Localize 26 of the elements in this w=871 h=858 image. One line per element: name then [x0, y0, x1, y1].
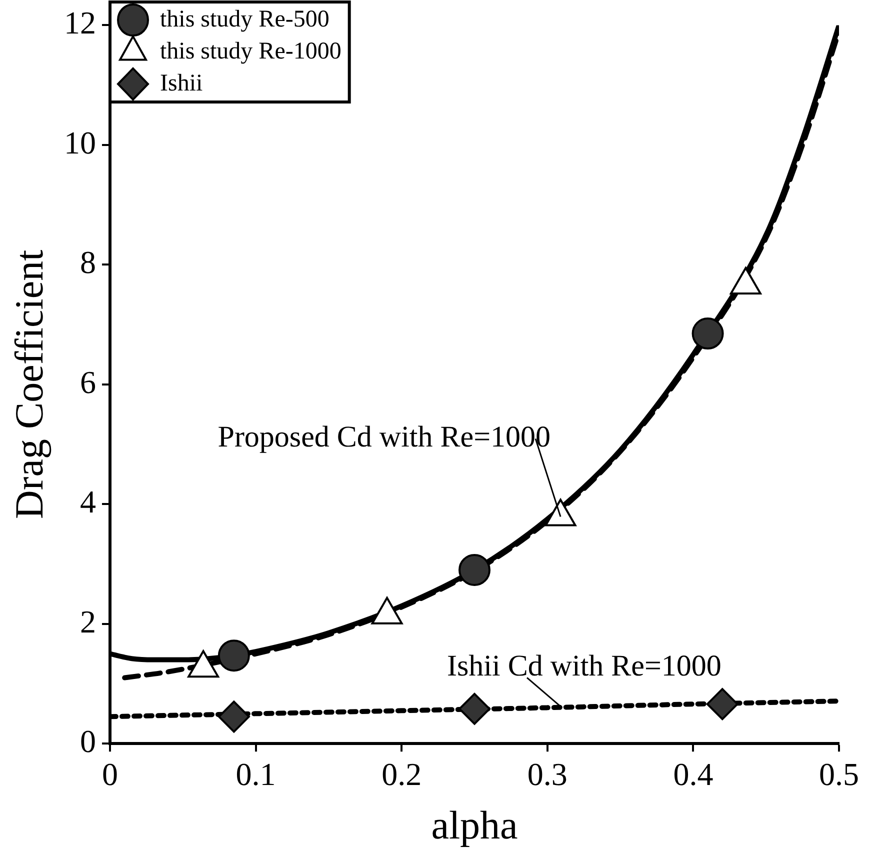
- y-tick-label: 8: [80, 244, 96, 280]
- point: [706, 688, 738, 720]
- point: [218, 700, 250, 733]
- x-tick-label: 0.2: [382, 756, 422, 792]
- point: [458, 692, 490, 725]
- y-axis-title: Drag Coefficient: [6, 250, 52, 519]
- annotation: Proposed Cd with Re=1000: [218, 420, 551, 454]
- x-tick-label: 0.1: [236, 756, 276, 792]
- point: [458, 554, 490, 586]
- x-axis-title: alpha: [431, 802, 518, 848]
- y-tick-label: 0: [80, 723, 96, 760]
- x-tick-label: 0.5: [819, 756, 859, 792]
- y-tick-label: 6: [80, 364, 96, 400]
- legend-label: Ishii: [160, 70, 203, 96]
- x-tick-label: 0: [102, 756, 118, 792]
- x-tick-label: 0.3: [527, 756, 568, 792]
- annotation: Ishii Cd with Re=1000: [446, 650, 722, 683]
- y-tick-label: 4: [80, 484, 96, 520]
- legend-label: this study Re-500: [160, 6, 330, 32]
- legend-label: this study Re-1000: [160, 38, 342, 64]
- point: [730, 267, 762, 295]
- y-tick-label: 2: [80, 603, 96, 640]
- x-tick-label: 0.4: [673, 756, 714, 792]
- y-tick-label: 10: [64, 124, 96, 160]
- y-tick-label: 12: [64, 4, 96, 41]
- point: [218, 640, 250, 672]
